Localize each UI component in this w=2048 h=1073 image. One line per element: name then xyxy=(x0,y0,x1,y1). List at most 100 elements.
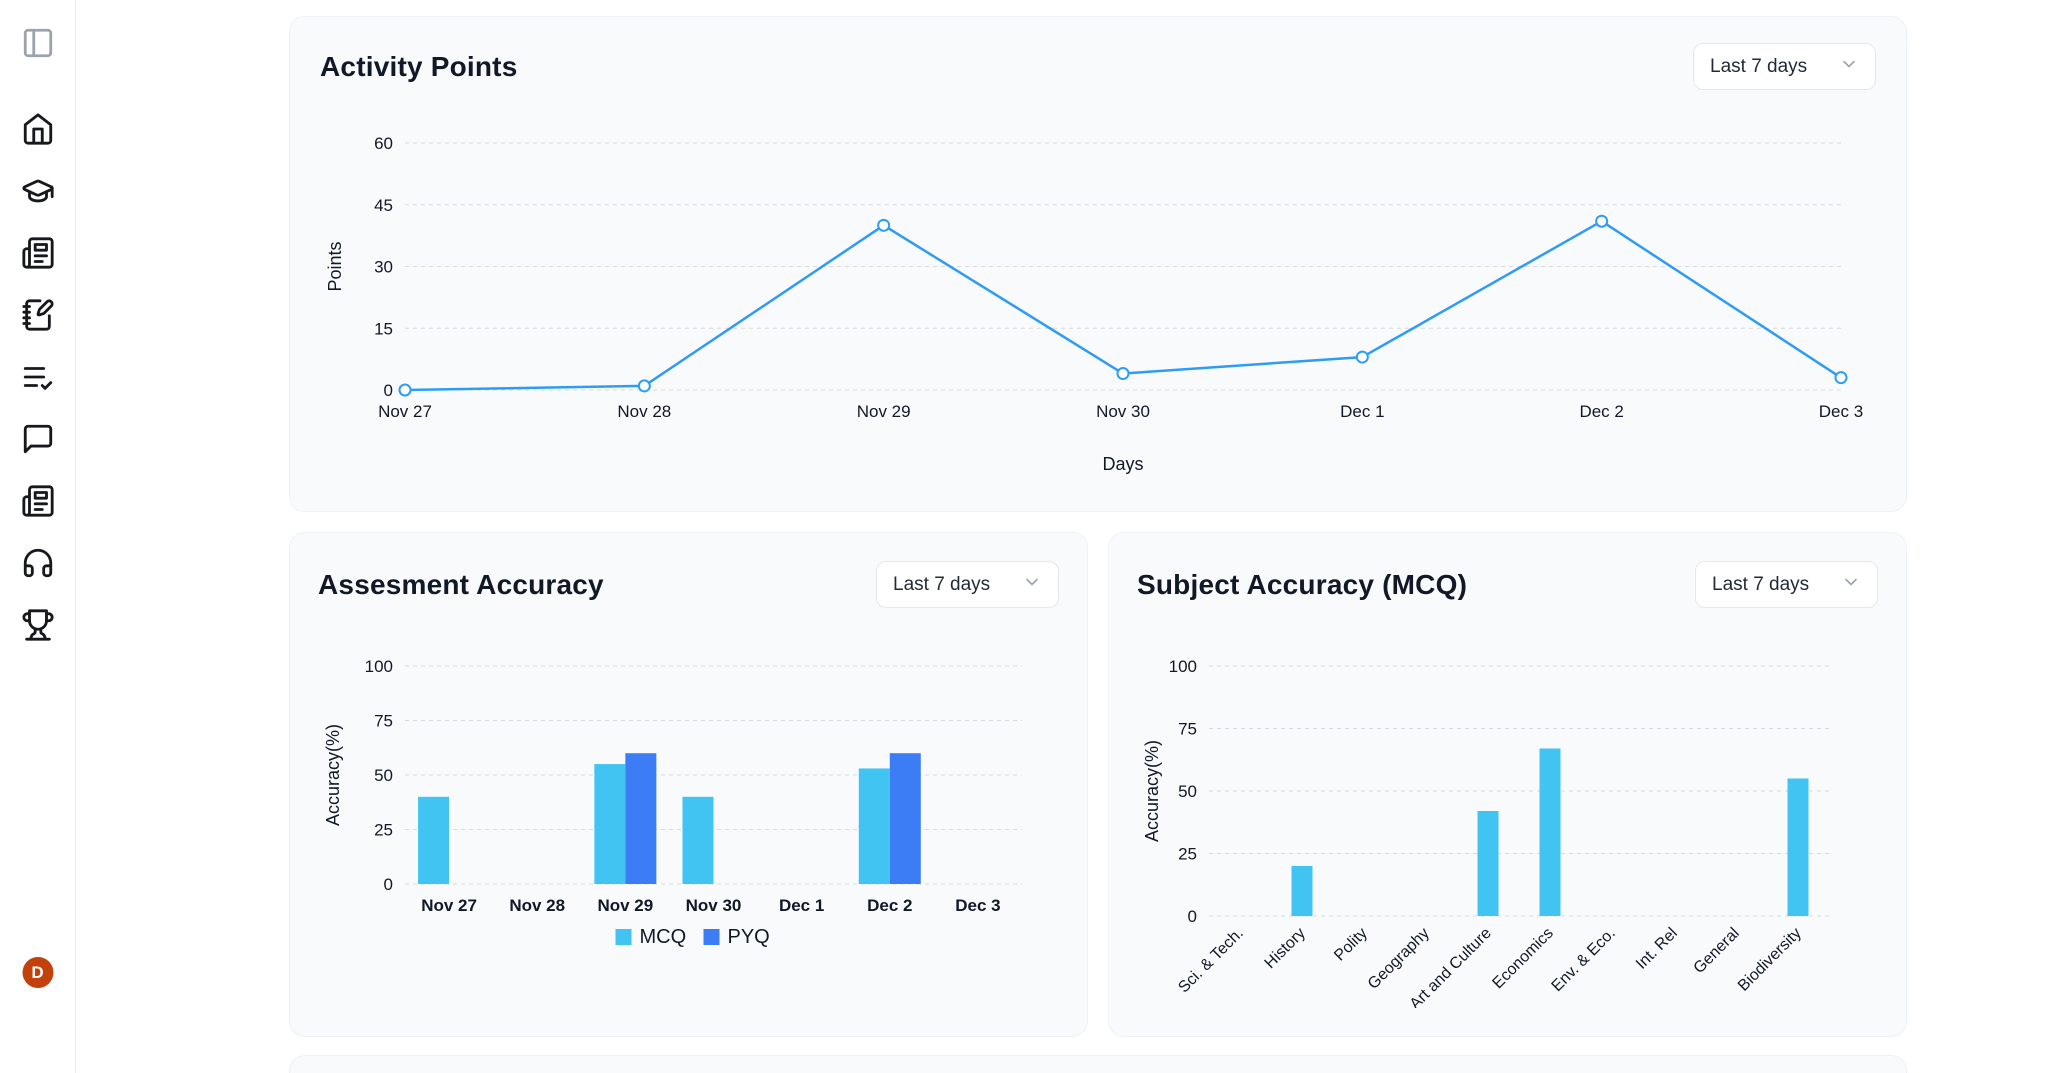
trophy-icon xyxy=(21,608,55,645)
sidebar-item-home[interactable] xyxy=(19,111,57,149)
x-tick-label: Dec 2 xyxy=(1579,402,1623,421)
point-marker xyxy=(637,379,651,393)
sidebar-toggle-button[interactable] xyxy=(19,25,57,63)
y-tick-label: 30 xyxy=(374,258,393,277)
x-tick-label: Dec 3 xyxy=(1819,402,1863,421)
x-tick-label: Nov 27 xyxy=(421,896,477,915)
y-tick-label: 50 xyxy=(374,766,393,785)
sidebar-item-magazine[interactable] xyxy=(19,483,57,521)
x-tick-label: Env. & Eco. xyxy=(1549,925,1619,995)
subject-card-title: Subject Accuracy (MCQ) xyxy=(1137,568,1468,600)
main-content: Activity Points Last 7 days 0 15 30 45 60 Poi… xyxy=(76,0,2048,1073)
sidebar-item-tests[interactable] xyxy=(19,359,57,397)
y-tick-label: 100 xyxy=(1169,657,1197,676)
chevron-down-icon xyxy=(1839,54,1859,80)
subject-card-header: Subject Accuracy (MCQ) Last 7 days xyxy=(1137,561,1878,608)
x-tick-label: Sci. & Tech. xyxy=(1175,925,1247,997)
y-tick-label: 15 xyxy=(374,319,393,338)
legend-swatch xyxy=(703,929,720,945)
bar xyxy=(889,753,921,884)
point-marker xyxy=(1595,214,1609,228)
assessment-card-header: Assesment Accuracy Last 7 days xyxy=(318,561,1059,608)
bar xyxy=(1539,748,1561,916)
x-tick-label: Nov 30 xyxy=(1096,402,1150,421)
home-icon xyxy=(21,112,55,149)
point-marker xyxy=(1834,371,1848,385)
second-row: Assesment Accuracy Last 7 days 0 25 50 75 10… xyxy=(289,532,1907,1037)
y-tick-label: 75 xyxy=(374,712,393,731)
point-marker xyxy=(877,218,891,232)
x-tick-label: Geography xyxy=(1365,925,1433,993)
sidebar-item-news[interactable] xyxy=(19,235,57,273)
bar xyxy=(625,753,657,884)
x-tick-label: Economics xyxy=(1489,925,1556,992)
x-tick-label: Nov 29 xyxy=(857,402,911,421)
assessment-accuracy-bar-chart: 0 25 50 75 100 Accuracy(%) Nov 27 Nov 28 Nov 29 N… xyxy=(318,636,1059,981)
bar xyxy=(858,768,890,884)
y-tick-label: 0 xyxy=(1188,907,1197,926)
assessment-range-dropdown[interactable]: Last 7 days xyxy=(876,561,1059,608)
legend-item-label: PYQ xyxy=(728,926,770,948)
magazine-icon xyxy=(21,484,55,521)
sidebar-item-courses[interactable] xyxy=(19,173,57,211)
avatar[interactable]: D xyxy=(22,957,53,988)
message-square-icon xyxy=(21,422,55,459)
x-tick-label: Nov 28 xyxy=(509,896,565,915)
x-tick-label: Dec 2 xyxy=(867,896,912,915)
y-tick-label: 0 xyxy=(384,875,393,894)
chevron-down-icon xyxy=(1022,572,1042,598)
x-tick-label: Biodiversity xyxy=(1735,925,1805,995)
y-axis-title: Accuracy(%) xyxy=(1142,740,1162,842)
chevron-down-icon xyxy=(1841,572,1861,598)
x-tick-label: Int. Rel xyxy=(1633,925,1681,973)
point-marker xyxy=(1116,367,1130,381)
bar xyxy=(1291,866,1313,916)
sidebar-item-leaderboard[interactable] xyxy=(19,607,57,645)
x-tick-label: Nov 28 xyxy=(617,402,671,421)
assessment-range-value: Last 7 days xyxy=(893,573,991,595)
x-tick-label: Polity xyxy=(1331,925,1371,965)
x-tick-label: History xyxy=(1262,925,1309,972)
next-card-partial xyxy=(289,1055,1907,1073)
y-tick-label: 45 xyxy=(374,196,393,215)
activity-points-card: Activity Points Last 7 days 0 15 30 45 60 Poi… xyxy=(289,16,1907,512)
x-tick-label: Dec 1 xyxy=(1340,402,1384,421)
chart-canvas: 0 15 30 45 60 Points Nov 27 Nov 28 Nov 29 Nov 30 D… xyxy=(325,134,1863,474)
subject-accuracy-bar-chart: 0 25 50 75 100 Accuracy(%) Sci. & Tech. History… xyxy=(1137,636,1878,1013)
bar xyxy=(418,796,450,884)
line-series xyxy=(403,219,1843,392)
x-tick-label: Dec 3 xyxy=(955,896,1000,915)
bar xyxy=(594,764,626,884)
legend-item-label: MCQ xyxy=(640,926,687,948)
activity-points-line-chart: 0 15 30 45 60 Points Nov 27 Nov 28 Nov 29 Nov 30 D… xyxy=(320,117,1876,489)
y-tick-label: 60 xyxy=(374,134,393,153)
sidebar-item-audio[interactable] xyxy=(19,545,57,583)
bar xyxy=(1787,778,1809,916)
point-marker xyxy=(398,383,412,397)
x-tick-label: Nov 30 xyxy=(686,896,742,915)
x-tick-label: Nov 29 xyxy=(597,896,653,915)
chart-canvas: 0 25 50 75 100 Accuracy(%) Sci. & Tech. History… xyxy=(1142,657,1829,1013)
legend-swatch xyxy=(615,929,632,945)
sidebar-item-chat[interactable] xyxy=(19,421,57,459)
activity-card-title: Activity Points xyxy=(320,50,518,82)
activity-range-value: Last 7 days xyxy=(1710,55,1808,77)
activity-range-dropdown[interactable]: Last 7 days xyxy=(1693,43,1876,90)
activity-card-header: Activity Points Last 7 days xyxy=(320,43,1876,90)
bar xyxy=(682,796,714,884)
sidebar: D xyxy=(0,0,76,1073)
subject-accuracy-card: Subject Accuracy (MCQ) Last 7 days 0 25 50… xyxy=(1108,532,1907,1037)
newspaper-icon xyxy=(21,236,55,273)
list-check-icon xyxy=(21,360,55,397)
y-axis-title: Points xyxy=(325,241,345,291)
sidebar-item-notes[interactable] xyxy=(19,297,57,335)
y-tick-label: 50 xyxy=(1178,782,1197,801)
y-tick-label: 100 xyxy=(365,657,393,676)
notebook-pen-icon xyxy=(21,298,55,335)
y-axis-title: Accuracy(%) xyxy=(323,724,343,826)
subject-range-dropdown[interactable]: Last 7 days xyxy=(1695,561,1878,608)
bar xyxy=(1477,811,1499,916)
subject-range-value: Last 7 days xyxy=(1712,573,1810,595)
assessment-card-title: Assesment Accuracy xyxy=(318,568,604,600)
